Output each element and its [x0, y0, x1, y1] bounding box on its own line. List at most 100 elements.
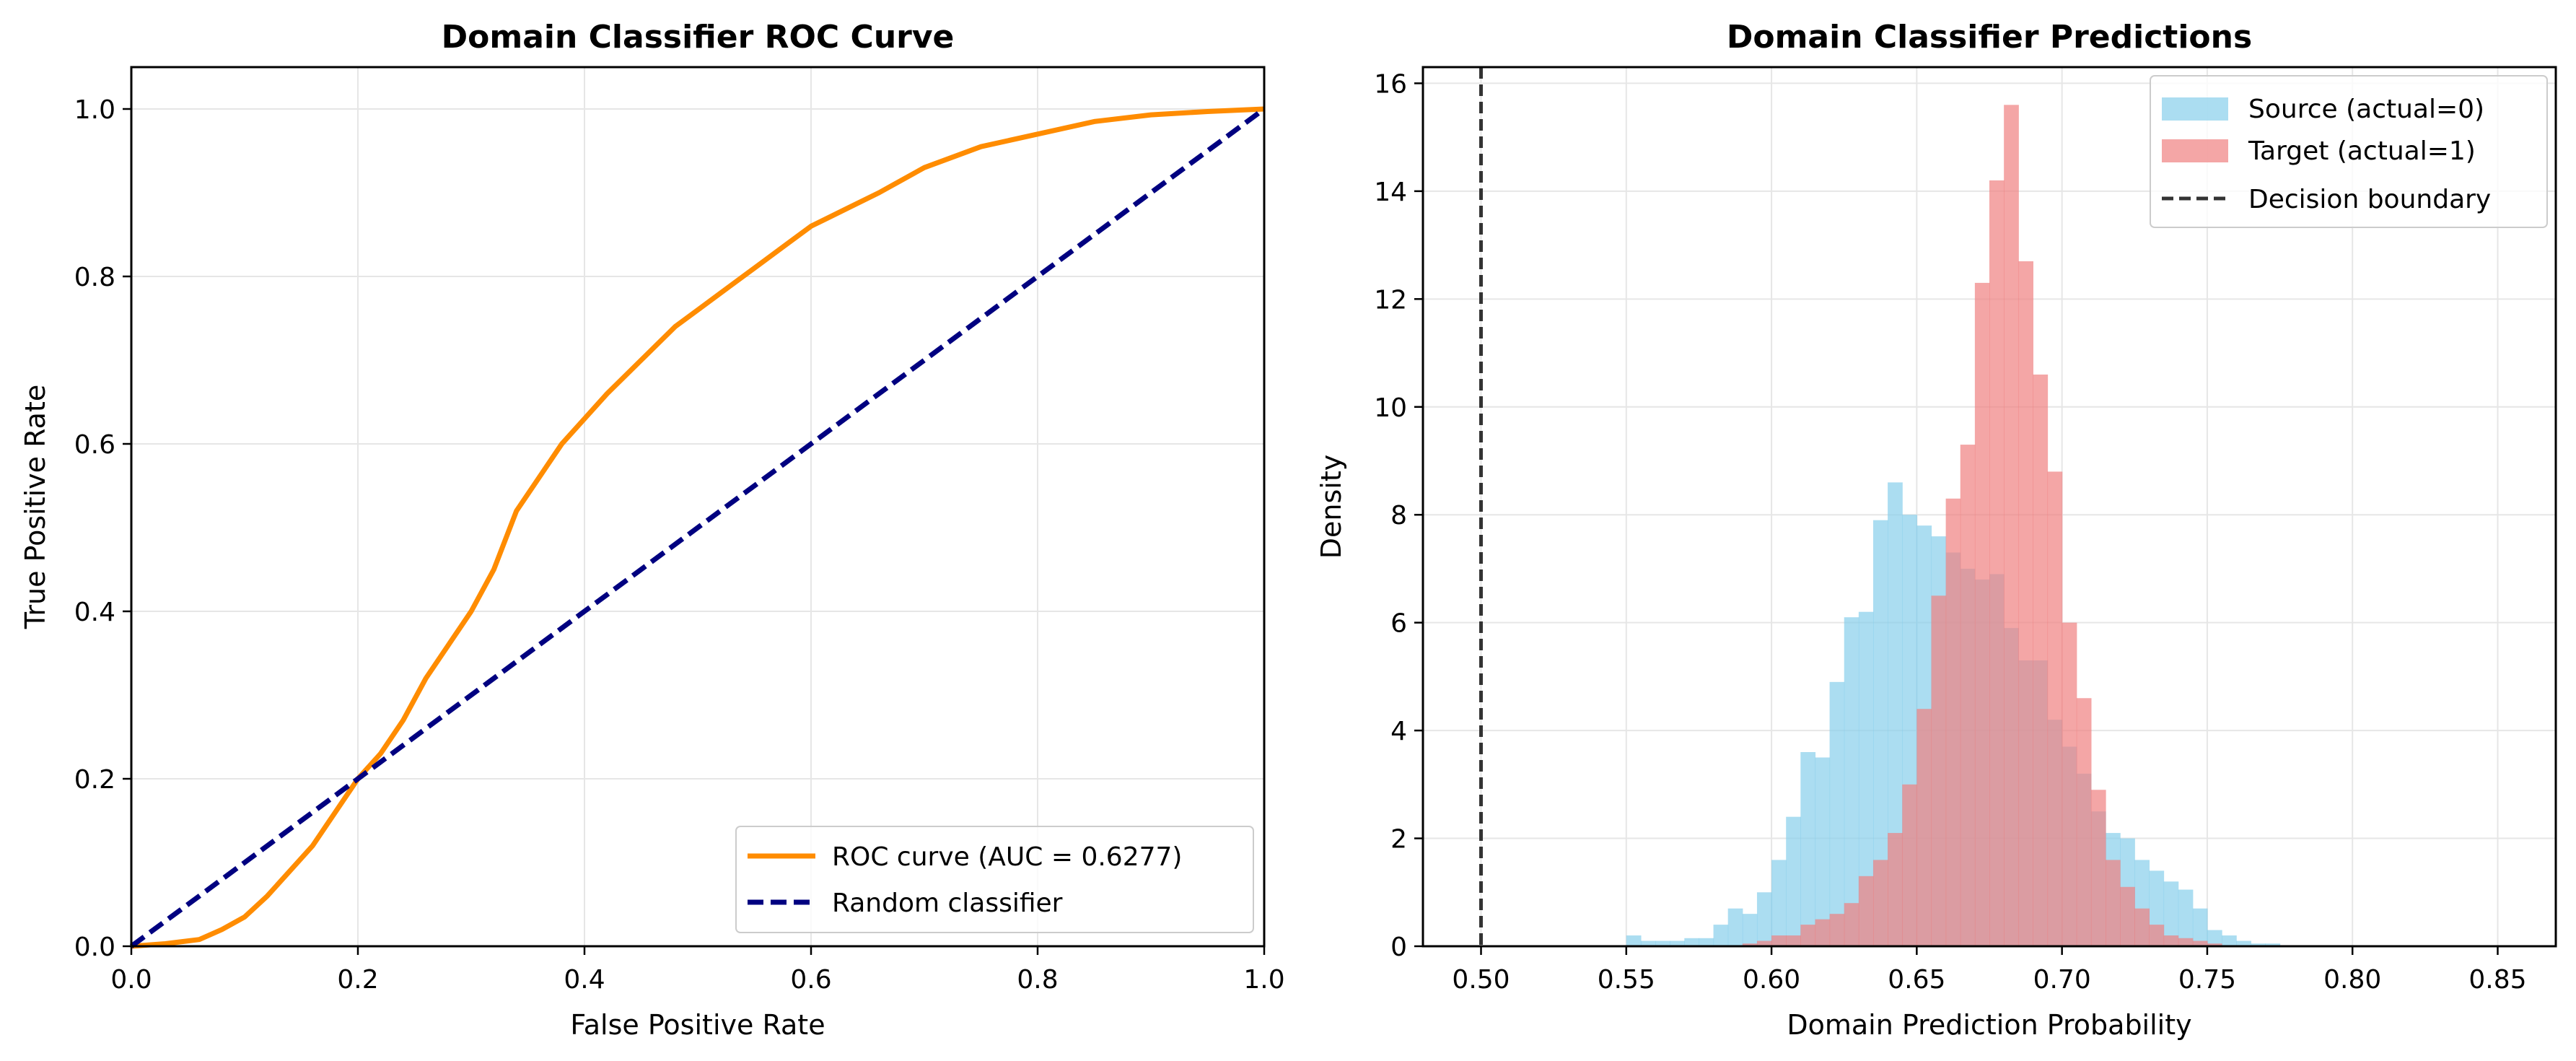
roc-x-tick-label: 0.6: [790, 965, 831, 995]
roc-grid: [131, 67, 1265, 947]
hist-legend-box: [2150, 75, 2548, 228]
roc-plot-frame: [130, 66, 1266, 948]
hist-y-tick-label: 14: [1374, 178, 1407, 207]
target-bar: [2120, 886, 2135, 946]
source-bar: [1786, 816, 1801, 946]
hist-y-tick-label: 8: [1390, 501, 1407, 530]
target-bar: [2134, 908, 2150, 946]
target-bar: [1829, 914, 1845, 946]
target-bar: [1916, 709, 1932, 946]
target-bar: [2192, 940, 2208, 946]
source-bar: [2251, 943, 2266, 946]
hist-legend-swatch-source: [2162, 97, 2228, 121]
hist-legend-label-boundary: Decision boundary: [2248, 185, 2491, 214]
source-bar: [2207, 930, 2222, 946]
roc-y-tick-label: 0.0: [74, 933, 115, 962]
roc-legend-label-roc: ROC curve (AUC = 0.6277): [832, 842, 1182, 872]
hist-x-axis-label: Domain Prediction Probability: [1787, 1009, 2191, 1041]
roc-x-tick-label: 0.8: [1017, 965, 1058, 995]
hist-plot-frame: [1421, 66, 2557, 948]
source-bar: [1640, 940, 1656, 946]
roc-y-tick-label: 1.0: [74, 95, 115, 125]
source-bar: [1844, 617, 1859, 946]
target-histogram: [1742, 105, 2222, 947]
source-bar: [1670, 940, 1685, 946]
hist-y-tick-label: 2: [1390, 825, 1407, 855]
source-bar: [2222, 935, 2237, 946]
hist-y-tick-label: 10: [1374, 393, 1407, 423]
target-bar: [2033, 374, 2049, 946]
roc-legend-box: [735, 826, 1254, 933]
hist-legend-label-source: Source (actual=0): [2248, 95, 2484, 124]
hist-x-tick-label: 0.85: [2468, 965, 2526, 995]
roc-y-tick-label: 0.2: [74, 765, 115, 795]
source-bar: [1858, 611, 1874, 946]
target-bar: [2062, 622, 2077, 946]
source-bar: [2236, 940, 2251, 946]
target-bar: [2004, 105, 2019, 946]
roc-x-tick-label: 1.0: [1243, 965, 1284, 995]
target-bar: [2090, 790, 2106, 946]
source-bar: [2178, 889, 2194, 946]
hist-x-tick-label: 0.60: [1743, 965, 1800, 995]
target-bar: [1989, 180, 2005, 946]
target-bar: [1945, 498, 1961, 946]
target-bar: [1902, 784, 1917, 946]
target-bar: [1771, 935, 1787, 946]
roc-x-tick-label: 0.2: [337, 965, 378, 995]
hist-x-tick-label: 0.50: [1452, 965, 1510, 995]
hist-y-tick-label: 6: [1390, 609, 1407, 639]
source-bar: [1829, 681, 1845, 946]
roc-y-axis-label: True Positive Rate: [19, 385, 51, 630]
source-bar: [1815, 757, 1831, 946]
target-bar: [1974, 282, 1990, 946]
source-bar: [1756, 892, 1772, 946]
hist-legend-label-target: Target (actual=1): [2248, 136, 2476, 166]
target-bar: [1844, 903, 1859, 946]
hist-y-axis-label: Density: [1315, 455, 1347, 559]
roc-x-tick-label: 0.0: [110, 965, 152, 995]
target-bar: [2178, 938, 2194, 946]
hist-y-tick-label: 12: [1374, 285, 1407, 315]
source-bar: [1626, 935, 1642, 946]
target-bar: [2047, 471, 2063, 946]
source-bar: [1888, 482, 1903, 946]
roc-series-layer: [129, 106, 1266, 949]
target-bar: [2076, 698, 2092, 946]
target-bar: [2106, 860, 2121, 946]
target-bar: [1931, 595, 1947, 946]
hist-x-tick-label: 0.55: [1598, 965, 1655, 995]
roc-legend: ROC curve (AUC = 0.6277) Random classifi…: [735, 826, 1254, 933]
hist-legend: Source (actual=0) Target (actual=1) Deci…: [2150, 75, 2548, 228]
hist-legend-swatch-target: [2162, 139, 2228, 162]
hist-y-tick-label: 16: [1374, 69, 1407, 99]
hist-x-tick-label: 0.65: [1888, 965, 1945, 995]
source-bar: [2163, 881, 2179, 946]
target-bar: [2018, 261, 2033, 947]
roc-y-tick-label: 0.8: [74, 263, 115, 292]
hist-bars-layer: [1479, 67, 2281, 947]
target-bar: [2163, 935, 2179, 946]
target-bar: [1872, 860, 1888, 946]
hist-x-tick-label: 0.80: [2323, 965, 2381, 995]
source-bar: [1771, 860, 1787, 946]
target-bar: [1786, 935, 1801, 946]
source-bar: [1699, 938, 1714, 946]
target-bar: [1815, 919, 1831, 946]
target-bar: [1960, 445, 1976, 946]
roc-y-tick-label: 0.6: [74, 430, 115, 460]
source-bar: [1872, 520, 1888, 946]
source-bar: [1727, 908, 1743, 946]
source-bar: [2265, 943, 2281, 946]
random-classifier-line: [129, 107, 1266, 948]
hist-chart-title: Domain Classifier Predictions: [1727, 19, 2252, 56]
target-bar: [2149, 925, 2165, 946]
source-bar: [1684, 938, 1700, 946]
source-bar: [1655, 940, 1670, 946]
source-bar: [1713, 925, 1729, 946]
source-bar: [2192, 908, 2208, 946]
roc-x-tick-label: 0.4: [564, 965, 605, 995]
source-bar: [1800, 751, 1816, 946]
target-bar: [1888, 833, 1903, 946]
